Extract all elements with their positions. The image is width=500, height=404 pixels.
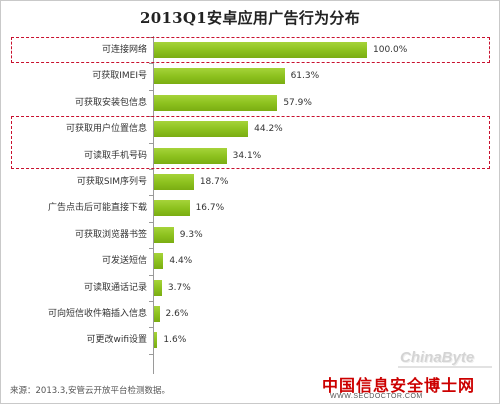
value-label: 34.1% bbox=[232, 150, 262, 161]
value-label: 18.7% bbox=[199, 177, 229, 187]
category-label: 可发送短信 bbox=[101, 256, 147, 267]
axis-tick bbox=[149, 195, 153, 197]
value-label: 16.7% bbox=[195, 203, 225, 214]
value-label: 3.7% bbox=[167, 282, 191, 293]
bar bbox=[154, 42, 367, 58]
axis-tick bbox=[149, 248, 153, 250]
bar bbox=[154, 200, 190, 217]
axis-tick bbox=[149, 142, 153, 144]
chinabyte-watermark-logo: ChinaByte bbox=[400, 349, 475, 366]
bar bbox=[154, 253, 164, 270]
source-note: 来源：2013.3,安管云开放平台检测数据。 bbox=[10, 386, 170, 396]
value-label: 57.9% bbox=[283, 97, 312, 108]
category-label: 可获取用户位置信息 bbox=[65, 124, 147, 135]
bar bbox=[154, 332, 158, 349]
axis-tick bbox=[149, 221, 153, 223]
bar bbox=[154, 226, 174, 243]
site-watermark-url: WWW.SECDOCTOR.COM bbox=[330, 393, 423, 400]
value-label: 2.6% bbox=[165, 309, 189, 319]
axis-tick bbox=[149, 63, 153, 65]
axis-tick bbox=[149, 353, 153, 355]
chart-title: 2013Q1安卓应用广告行为分布 bbox=[139, 9, 361, 27]
axis-tick bbox=[149, 169, 153, 170]
axis-tick bbox=[149, 327, 153, 329]
category-label: 可读取手机号码 bbox=[83, 150, 147, 161]
bar bbox=[154, 147, 227, 164]
category-label: 可向短信收件箱插入信息 bbox=[47, 309, 147, 319]
category-label: 可读取通话记录 bbox=[83, 282, 147, 293]
category-label: 可连接网络 bbox=[101, 45, 147, 55]
bar bbox=[154, 68, 285, 85]
bar bbox=[154, 279, 162, 296]
value-label: 100.0% bbox=[373, 45, 408, 55]
chinabyte-watermark-underline bbox=[398, 366, 492, 368]
bar bbox=[154, 121, 249, 138]
value-label: 4.4% bbox=[169, 256, 193, 267]
value-label: 1.6% bbox=[163, 335, 187, 346]
value-label: 44.2% bbox=[254, 124, 283, 135]
axis-tick bbox=[149, 89, 153, 91]
bar bbox=[154, 174, 194, 190]
bar bbox=[154, 306, 160, 322]
highlight-box bbox=[11, 116, 490, 169]
value-label: 61.3% bbox=[290, 71, 320, 82]
highlight-box bbox=[11, 37, 490, 63]
category-axis bbox=[153, 36, 154, 374]
category-label: 广告点击后可能直接下载 bbox=[47, 203, 147, 214]
axis-tick bbox=[149, 274, 153, 276]
category-label: 可获取SIM序列号 bbox=[76, 177, 147, 187]
category-label: 可获取IMEI号 bbox=[92, 71, 147, 82]
site-watermark-name: 中国信息安全博士网 bbox=[322, 376, 476, 395]
category-label: 可更改wifi设置 bbox=[86, 335, 147, 346]
category-label: 可获取安装包信息 bbox=[74, 97, 147, 108]
axis-tick bbox=[149, 301, 153, 302]
category-label: 可获取浏览器书签 bbox=[74, 229, 147, 240]
value-label: 9.3% bbox=[179, 229, 203, 240]
bar bbox=[154, 94, 278, 111]
